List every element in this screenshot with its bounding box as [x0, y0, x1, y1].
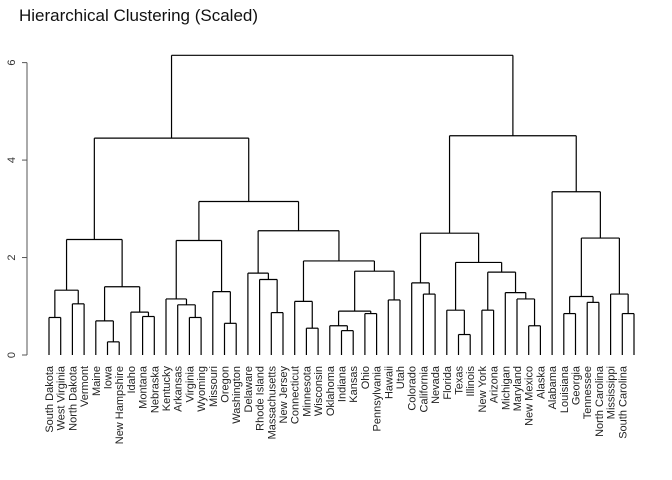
leaf-label: Alaska	[535, 365, 547, 399]
leaf-label: California	[418, 365, 430, 412]
leaf-label: Louisiana	[559, 365, 571, 413]
y-tick-label: 4	[6, 157, 18, 163]
leaf-label: Texas	[454, 366, 466, 395]
leaf-label: Missouri	[208, 366, 220, 407]
dendrogram-tree	[48, 54, 635, 355]
leaf-label: Wyoming	[196, 366, 208, 412]
leaf-label: Illinois	[465, 366, 477, 397]
leaf-label: Georgia	[571, 365, 583, 405]
leaf-label: South Carolina	[617, 365, 629, 439]
leaf-label: Florida	[442, 365, 454, 400]
leaf-labels: South Dakota West Virginia North Dakota Ver…	[44, 365, 629, 444]
leaf-label: New Jersey	[278, 366, 290, 424]
leaf-label: New Mexico	[524, 366, 536, 426]
leaf-label: Oklahoma	[325, 365, 337, 416]
leaf-label: Oregon	[220, 366, 232, 403]
leaf-label: Nebraska	[149, 365, 161, 413]
leaf-label: New York	[477, 366, 489, 413]
leaf-label: Washington	[231, 366, 243, 424]
leaf-label: Nevada	[430, 365, 442, 404]
leaf-label: Pennsylvania	[372, 365, 384, 431]
leaf-label: North Carolina	[594, 365, 606, 437]
leaf-label: Rhode Island	[255, 366, 267, 431]
leaf-label: Utah	[395, 366, 407, 389]
leaf-label: Montana	[138, 365, 150, 409]
leaf-label: Vermont	[79, 366, 91, 407]
y-tick-label: 2	[6, 254, 18, 260]
leaf-label: Colorado	[407, 366, 419, 411]
leaf-label: Minnesota	[301, 365, 313, 417]
leaf-label: South Dakota	[44, 365, 56, 433]
leaf-label: Arkansas	[173, 366, 185, 412]
leaf-label: Kansas	[348, 366, 360, 403]
leaf-label: Alabama	[547, 365, 559, 409]
leaf-label: Ohio	[360, 366, 372, 389]
leaf-label: Michigan	[500, 366, 512, 410]
chart-title: Hierarchical Clustering (Scaled)	[19, 6, 258, 25]
leaf-label: New Hampshire	[114, 366, 126, 444]
leaf-label: Arizona	[489, 365, 501, 403]
y-axis: 0 2 4 6	[6, 60, 28, 358]
leaf-label: Kentucky	[161, 366, 173, 412]
leaf-label: Maryland	[512, 366, 524, 411]
leaf-label: Hawaii	[383, 366, 395, 399]
leaf-label: Maine	[91, 366, 103, 396]
leaf-label: Connecticut	[290, 366, 302, 424]
leaf-label: Virginia	[184, 365, 196, 402]
leaf-label: West Virginia	[56, 365, 68, 430]
leaf-label: North Dakota	[67, 365, 79, 431]
leaf-label: Indiana	[337, 365, 349, 402]
leaf-label: Delaware	[243, 366, 255, 412]
leaf-label: Wisconsin	[313, 366, 325, 416]
leaf-label: Idaho	[126, 366, 138, 394]
leaf-label: Iowa	[103, 365, 115, 389]
leaf-label: Mississippi	[606, 366, 618, 419]
leaf-label: Tennessee	[582, 366, 594, 419]
leaf-label: Massachusetts	[266, 366, 278, 440]
y-tick-label: 0	[6, 352, 18, 358]
y-tick-label: 6	[6, 60, 18, 66]
